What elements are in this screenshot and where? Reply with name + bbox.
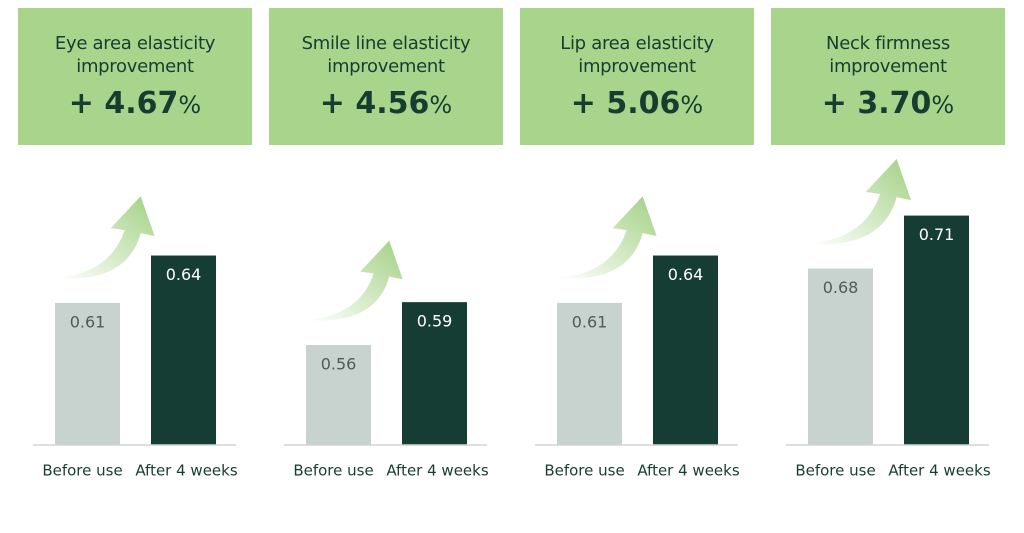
bar xyxy=(904,215,969,445)
change-unit: % xyxy=(680,91,704,119)
value-label: 0.56 xyxy=(321,355,357,374)
change-number: + 3.70 xyxy=(821,86,932,121)
category-label: Before use xyxy=(544,462,624,480)
category-label: Before use xyxy=(42,462,122,480)
growth-arrow xyxy=(808,158,912,245)
change-number: + 4.56 xyxy=(319,86,430,121)
value-label: 0.64 xyxy=(166,265,202,284)
category-label: After 4 weeks xyxy=(888,462,991,480)
category-label: After 4 weeks xyxy=(637,462,740,480)
change-unit: % xyxy=(429,91,453,119)
change-value: + 4.67% xyxy=(18,86,252,121)
header-box: Eye area elasticity improvement + 4.67% xyxy=(18,8,252,145)
chart-title: Neck firmness improvement xyxy=(826,33,950,77)
value-label: 0.64 xyxy=(668,265,704,284)
growth-arrow xyxy=(55,196,155,279)
chart-title: Lip area elasticity improvement xyxy=(560,33,714,77)
value-label: 0.68 xyxy=(823,278,859,297)
bar xyxy=(306,345,371,445)
category-label: After 4 weeks xyxy=(135,462,238,480)
change-value: + 3.70% xyxy=(771,86,1005,121)
value-label: 0.71 xyxy=(919,225,955,244)
value-label: 0.61 xyxy=(70,312,106,331)
header-box: Smile line elasticity improvement + 4.56% xyxy=(269,8,503,145)
change-number: + 5.06 xyxy=(570,86,681,121)
bar xyxy=(151,255,216,445)
growth-arrow xyxy=(557,196,657,279)
value-label: 0.61 xyxy=(572,312,608,331)
value-label: 0.59 xyxy=(417,312,453,331)
header-box: Neck firmness improvement + 3.70% xyxy=(771,8,1005,145)
header-box: Lip area elasticity improvement + 5.06% xyxy=(520,8,754,145)
bar xyxy=(557,302,622,445)
bar xyxy=(808,268,873,445)
change-unit: % xyxy=(178,91,202,119)
change-value: + 5.06% xyxy=(520,86,754,121)
category-label: Before use xyxy=(795,462,875,480)
category-label: Before use xyxy=(293,462,373,480)
chart-title: Smile line elasticity improvement xyxy=(301,33,471,77)
bar xyxy=(653,255,718,445)
bar xyxy=(55,302,120,445)
category-label: After 4 weeks xyxy=(386,462,489,480)
bar xyxy=(402,302,467,445)
change-number: + 4.67 xyxy=(68,86,179,121)
change-value: + 4.56% xyxy=(269,86,503,121)
change-unit: % xyxy=(931,91,955,119)
chart-title: Eye area elasticity improvement xyxy=(54,33,216,77)
growth-arrow xyxy=(306,240,403,321)
